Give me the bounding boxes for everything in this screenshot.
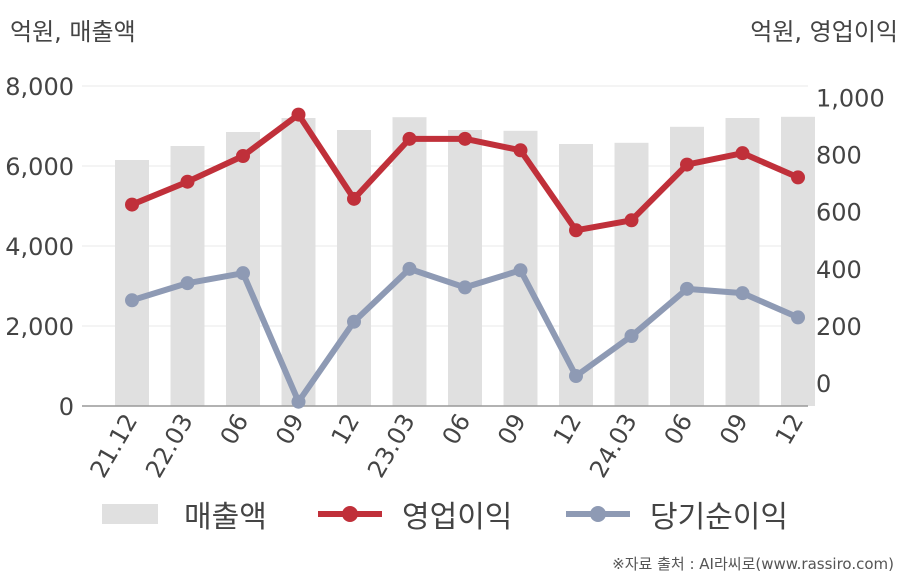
y-left-tick-label: 8,000 — [5, 73, 74, 101]
legend-item-net-income: 당기순이익 — [566, 492, 788, 536]
net-income-point — [347, 314, 361, 329]
y-axis-left-ticks: 0 2,000 4,000 6,000 8,000 — [5, 73, 74, 421]
x-tick-label: 24.03 — [584, 409, 643, 483]
op-income-point — [402, 131, 417, 146]
revenue-bar — [614, 142, 649, 407]
x-tick-label: 06 — [215, 409, 255, 449]
op-income-point — [680, 157, 694, 172]
legend: 매출액 영업이익 당기순이익 — [0, 492, 908, 536]
x-tick-label: 06 — [659, 409, 699, 449]
revenue-bar — [281, 118, 316, 406]
y-right-tick-label: 1,000 — [816, 84, 885, 112]
y-left-tick-label: 0 — [59, 393, 74, 421]
op-income-point — [291, 107, 306, 122]
net-income-series — [125, 261, 805, 409]
legend-swatch-net-income — [566, 506, 630, 522]
x-tick-label: 12 — [548, 409, 588, 449]
legend-swatch-op-income — [318, 506, 382, 522]
op-income-point — [236, 149, 250, 163]
left-axis-unit: 억원, 매출액 — [10, 18, 136, 46]
revenue-bar — [725, 118, 760, 406]
y-axis-right-ticks: 0 200 400 600 800 1,000 — [816, 84, 885, 398]
net-income-point — [125, 293, 139, 308]
op-income-point — [347, 191, 361, 206]
x-tick-label: 09 — [714, 409, 754, 449]
legend-label-op-income: 영업이익 — [402, 500, 513, 535]
x-tick-label: 22.03 — [140, 409, 199, 483]
y-right-tick-label: 0 — [816, 370, 831, 398]
x-tick-label: 21.12 — [85, 409, 144, 483]
legend-label-revenue: 매출액 — [184, 500, 267, 535]
net-income-point — [735, 286, 750, 301]
y-left-tick-label: 6,000 — [5, 153, 74, 181]
net-income-point — [680, 281, 694, 296]
net-income-point — [791, 310, 805, 325]
op-income-series — [125, 107, 805, 238]
y-right-tick-label: 600 — [816, 199, 862, 227]
y-left-tick-label: 2,000 — [5, 313, 74, 341]
y-right-tick-label: 800 — [816, 142, 862, 170]
x-tick-label: 12 — [770, 409, 810, 449]
x-tick-label: 09 — [492, 409, 532, 449]
op-income-point — [624, 213, 639, 228]
net-income-point — [513, 263, 528, 278]
x-tick-label: 09 — [270, 409, 310, 449]
op-income-point — [125, 197, 139, 212]
line-series — [125, 107, 805, 409]
x-tick-label: 23.03 — [362, 409, 421, 483]
net-income-point — [458, 280, 472, 295]
y-left-tick-label: 4,000 — [5, 233, 74, 261]
x-tick-label: 06 — [437, 409, 477, 449]
revenue-bar — [337, 130, 371, 406]
source-note: ※자료 출처 : AI라씨로(www.rassiro.com) — [612, 555, 894, 573]
op-income-point — [735, 146, 750, 161]
op-income-point — [791, 170, 805, 185]
legend-item-op-income: 영업이익 — [318, 492, 512, 536]
chart: 0 2,000 4,000 6,000 8,000 0 200 400 600 800 1,000… — [5, 73, 885, 483]
revenue-bar — [448, 130, 482, 406]
legend-label-net-income: 당기순이익 — [650, 500, 788, 535]
op-income-point — [458, 131, 472, 146]
y-right-tick-label: 400 — [816, 256, 862, 284]
x-tick-label: 12 — [326, 409, 366, 449]
net-income-point — [291, 394, 306, 409]
revenue-bar — [392, 117, 427, 406]
op-income-point — [513, 143, 528, 158]
revenue-bar — [781, 116, 815, 407]
y-right-tick-label: 200 — [816, 313, 862, 341]
net-income-point — [569, 369, 583, 383]
right-axis-unit: 억원, 영업이익 — [750, 18, 898, 46]
net-income-point — [180, 276, 195, 291]
net-income-point — [624, 329, 639, 343]
op-income-point — [569, 223, 583, 238]
net-income-point — [402, 261, 417, 276]
revenue-bar — [559, 144, 593, 406]
net-income-point — [236, 266, 250, 281]
legend-item-revenue: 매출액 — [100, 492, 267, 536]
op-income-point — [180, 174, 195, 189]
legend-swatch-revenue — [102, 504, 158, 524]
